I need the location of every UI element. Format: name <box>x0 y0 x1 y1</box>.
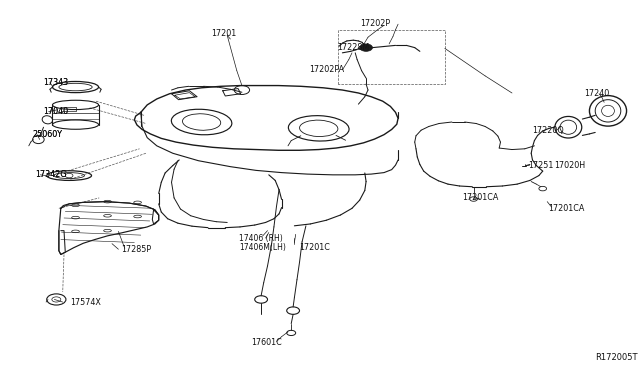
Text: 17601C: 17601C <box>251 339 282 347</box>
Circle shape <box>360 44 372 51</box>
Text: 17251: 17251 <box>529 161 554 170</box>
Text: 17201CA: 17201CA <box>462 193 499 202</box>
Text: 17240: 17240 <box>584 89 609 97</box>
Text: R172005T: R172005T <box>595 353 637 362</box>
Text: 17342G: 17342G <box>35 170 67 179</box>
Text: 25060Y: 25060Y <box>32 130 62 139</box>
Text: 17406 (RH): 17406 (RH) <box>239 234 282 243</box>
Text: 17201: 17201 <box>211 29 236 38</box>
Text: 17201C: 17201C <box>300 243 330 251</box>
Text: 17040: 17040 <box>44 107 68 116</box>
Text: 17020H: 17020H <box>554 161 586 170</box>
Text: 17285P: 17285P <box>122 245 152 254</box>
Text: 17228M: 17228M <box>337 43 369 52</box>
Text: 17406M(LH): 17406M(LH) <box>239 243 285 251</box>
Text: 17040: 17040 <box>44 107 68 116</box>
Text: 17343: 17343 <box>44 78 68 87</box>
Text: 17342G: 17342G <box>35 170 67 179</box>
Text: 17202PA: 17202PA <box>309 65 344 74</box>
Text: 17574X: 17574X <box>70 298 101 307</box>
Text: 17202P: 17202P <box>360 19 390 28</box>
Text: 17343: 17343 <box>44 78 68 87</box>
Text: 17220Q: 17220Q <box>532 126 564 135</box>
Text: 17201CA: 17201CA <box>548 204 584 213</box>
Text: 25060Y: 25060Y <box>32 130 62 139</box>
